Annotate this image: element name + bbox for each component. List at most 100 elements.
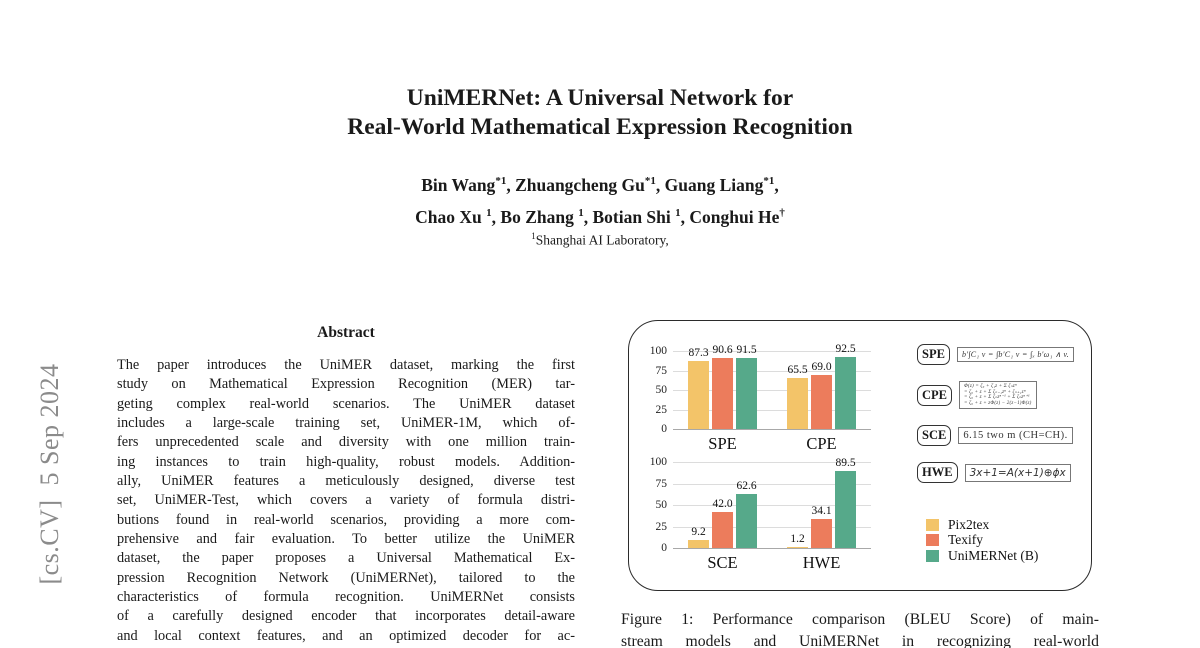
text-line: of a carefully designed encoder that inc… [117,608,575,625]
x-category-label: SCE [707,553,738,572]
paper-title: UniMERNet: A Universal Network for Real-… [0,84,1200,142]
text-line: set, UniMER-Test, which covers a variety… [117,492,575,509]
bar-value-label: 9.2 [691,526,706,539]
bar-group-spe: 87.3 90.6 91.5 SPE [688,344,757,453]
legend-label: Pix2tex [948,516,990,532]
y-axis-labels: 0 25 50 75 100 [641,456,668,554]
gridline [673,505,871,506]
author-superscript: *1 [644,175,656,187]
bar-value-label: 90.6 [712,344,733,357]
bar-group-cpe: 65.5 69.0 92.5 CPE [787,343,856,453]
example-label: HWE [917,462,958,484]
example-row-hwe: HWE 3x+1=A(x+1)⊕ɸx [917,462,1085,484]
legend-item: UniMERNet (B) [926,548,1038,564]
bar-texify: 34.1 [811,505,832,548]
author-name: Zhuangcheng Gu [515,174,645,195]
x-category-label: HWE [802,553,841,572]
text-line: includes a large-scale training set, Uni… [117,415,575,432]
text-line: ally, UniMER features a meticulously des… [117,473,575,490]
gridline [673,370,871,372]
example-row-sce: SCE 6.15 two m (CH=CH). [917,425,1085,447]
example-formula-image: Φ(z) = ζ₀ + ζ₁z + Σ ζₙzⁿ = ζ₀ + z + Σ ζₙ₋… [959,381,1037,410]
text-line: stream models and UniMERNet in recognizi… [621,632,1099,648]
y-tick-label: 75 [655,477,668,490]
gridline [673,409,871,411]
bar-value-label: 34.1 [811,504,832,517]
gridline [673,483,871,485]
author-name: Conghui He [689,206,780,227]
figure-caption: Figure 1: Performance comparison (BLEU S… [621,609,1099,648]
bar-value-label: 89.5 [835,457,856,470]
bar-group-sce: 9.2 42.0 62.6 SCE [688,480,757,572]
paper-title-line2: Real-World Mathematical Expression Recog… [347,114,853,140]
y-tick-label: 25 [655,403,668,416]
example-row-spe: SPE b′∫C₁ v = ∫b′C₁ v = ∫ₓ b′ω₁ ∧ v. [917,344,1085,365]
author-superscript: 1 [675,206,681,219]
gridline [673,390,871,391]
gridline [673,351,871,352]
bar-value-label: 62.6 [736,480,757,493]
abstract-body: The paper introduces the UniMER dataset,… [117,356,575,646]
x-axis-line [673,429,871,431]
y-tick-label: 50 [655,384,668,396]
author-list: Bin Wang*1, Zhuangcheng Gu*1, Guang Lian… [0,167,1200,231]
legend-swatch [926,549,939,562]
abstract-heading: Abstract [317,324,375,341]
gridline [673,462,871,463]
chart-legend: Pix2tex Texify UniMERNet (B) [926,517,1038,564]
bar-unimernet-b-: 91.5 [736,344,757,429]
legend-item: Texify [926,532,1038,549]
paper-title-line1: UniMERNet: A Universal Network for [406,85,794,111]
bar-pix2tex: 9.2 [688,526,709,548]
bar-pix2tex: 65.5 [787,364,808,429]
text-line: ing instances to train high-quality, rob… [117,453,575,470]
example-label: SPE [917,344,950,365]
bar-value-label: 1.2 [790,532,805,545]
text-line: characteristics of formula recognition. … [117,589,575,606]
author-superscript: † [779,206,785,219]
legend-swatch [926,518,939,531]
bar-value-label: 69.0 [811,361,832,374]
y-tick-label: 25 [655,520,668,533]
text-line: and local context features, and an optim… [117,627,575,644]
author-name: Botian Shi [592,206,676,227]
bar-value-label: 42.0 [712,497,733,510]
x-category-label: CPE [806,434,837,453]
bar-unimernet-b-: 92.5 [835,343,856,429]
gridline [673,526,871,528]
text-line: study on Mathematical Expression Recogni… [117,376,575,393]
legend-swatch [926,534,939,547]
bar-value-label: 91.5 [736,343,757,356]
bar-unimernet-b-: 62.6 [736,480,757,548]
author-superscript: 1 [486,206,492,219]
author-name: Bin Wang [421,174,496,195]
y-tick-label: 0 [661,542,667,554]
y-tick-label: 100 [649,345,667,357]
bar-value-label: 65.5 [787,363,808,376]
bar-texify: 42.0 [712,498,733,548]
author-superscript: 1 [578,206,584,219]
example-label: CPE [917,384,952,406]
formula-example-panel: SPE b′∫C₁ v = ∫b′C₁ v = ∫ₓ b′ω₁ ∧ v. CPE Φ(… [917,344,1085,499]
text-line: butions found in real-world scenarios, p… [117,511,575,528]
example-formula-image: b′∫C₁ v = ∫b′C₁ v = ∫ₓ b′ω₁ ∧ v. [956,347,1075,362]
affiliation-text: Shanghai AI Laboratory, [535,232,669,248]
x-category-label: SPE [708,434,737,453]
example-formula-image: 6.15 two m (CH=CH). [958,427,1073,445]
author-name: Guang Liang [664,174,764,195]
text-line: fers unprecedented scale and diversity w… [117,434,575,451]
bar-group-hwe: 1.2 34.1 89.5 HWE [787,457,856,572]
y-axis-labels: 0 25 50 75 100 [641,345,668,435]
author-name: Chao Xu [415,206,487,227]
bar-texify: 69.0 [811,361,832,429]
text-line: Figure 1: Performance comparison (BLEU S… [621,611,1099,628]
bar-value-label: 92.5 [835,342,856,355]
example-label: SCE [917,425,952,447]
y-tick-label: 50 [655,499,668,511]
legend-label: Texify [948,532,984,548]
plot-area: 87.3 90.6 91.5 SPE 65.5 69.0 92.5 CPE [673,343,871,453]
text-line: dataset, the paper proposes a Universal … [117,550,575,567]
bar-pix2tex: 1.2 [787,533,808,548]
author-superscript: *1 [495,175,507,187]
